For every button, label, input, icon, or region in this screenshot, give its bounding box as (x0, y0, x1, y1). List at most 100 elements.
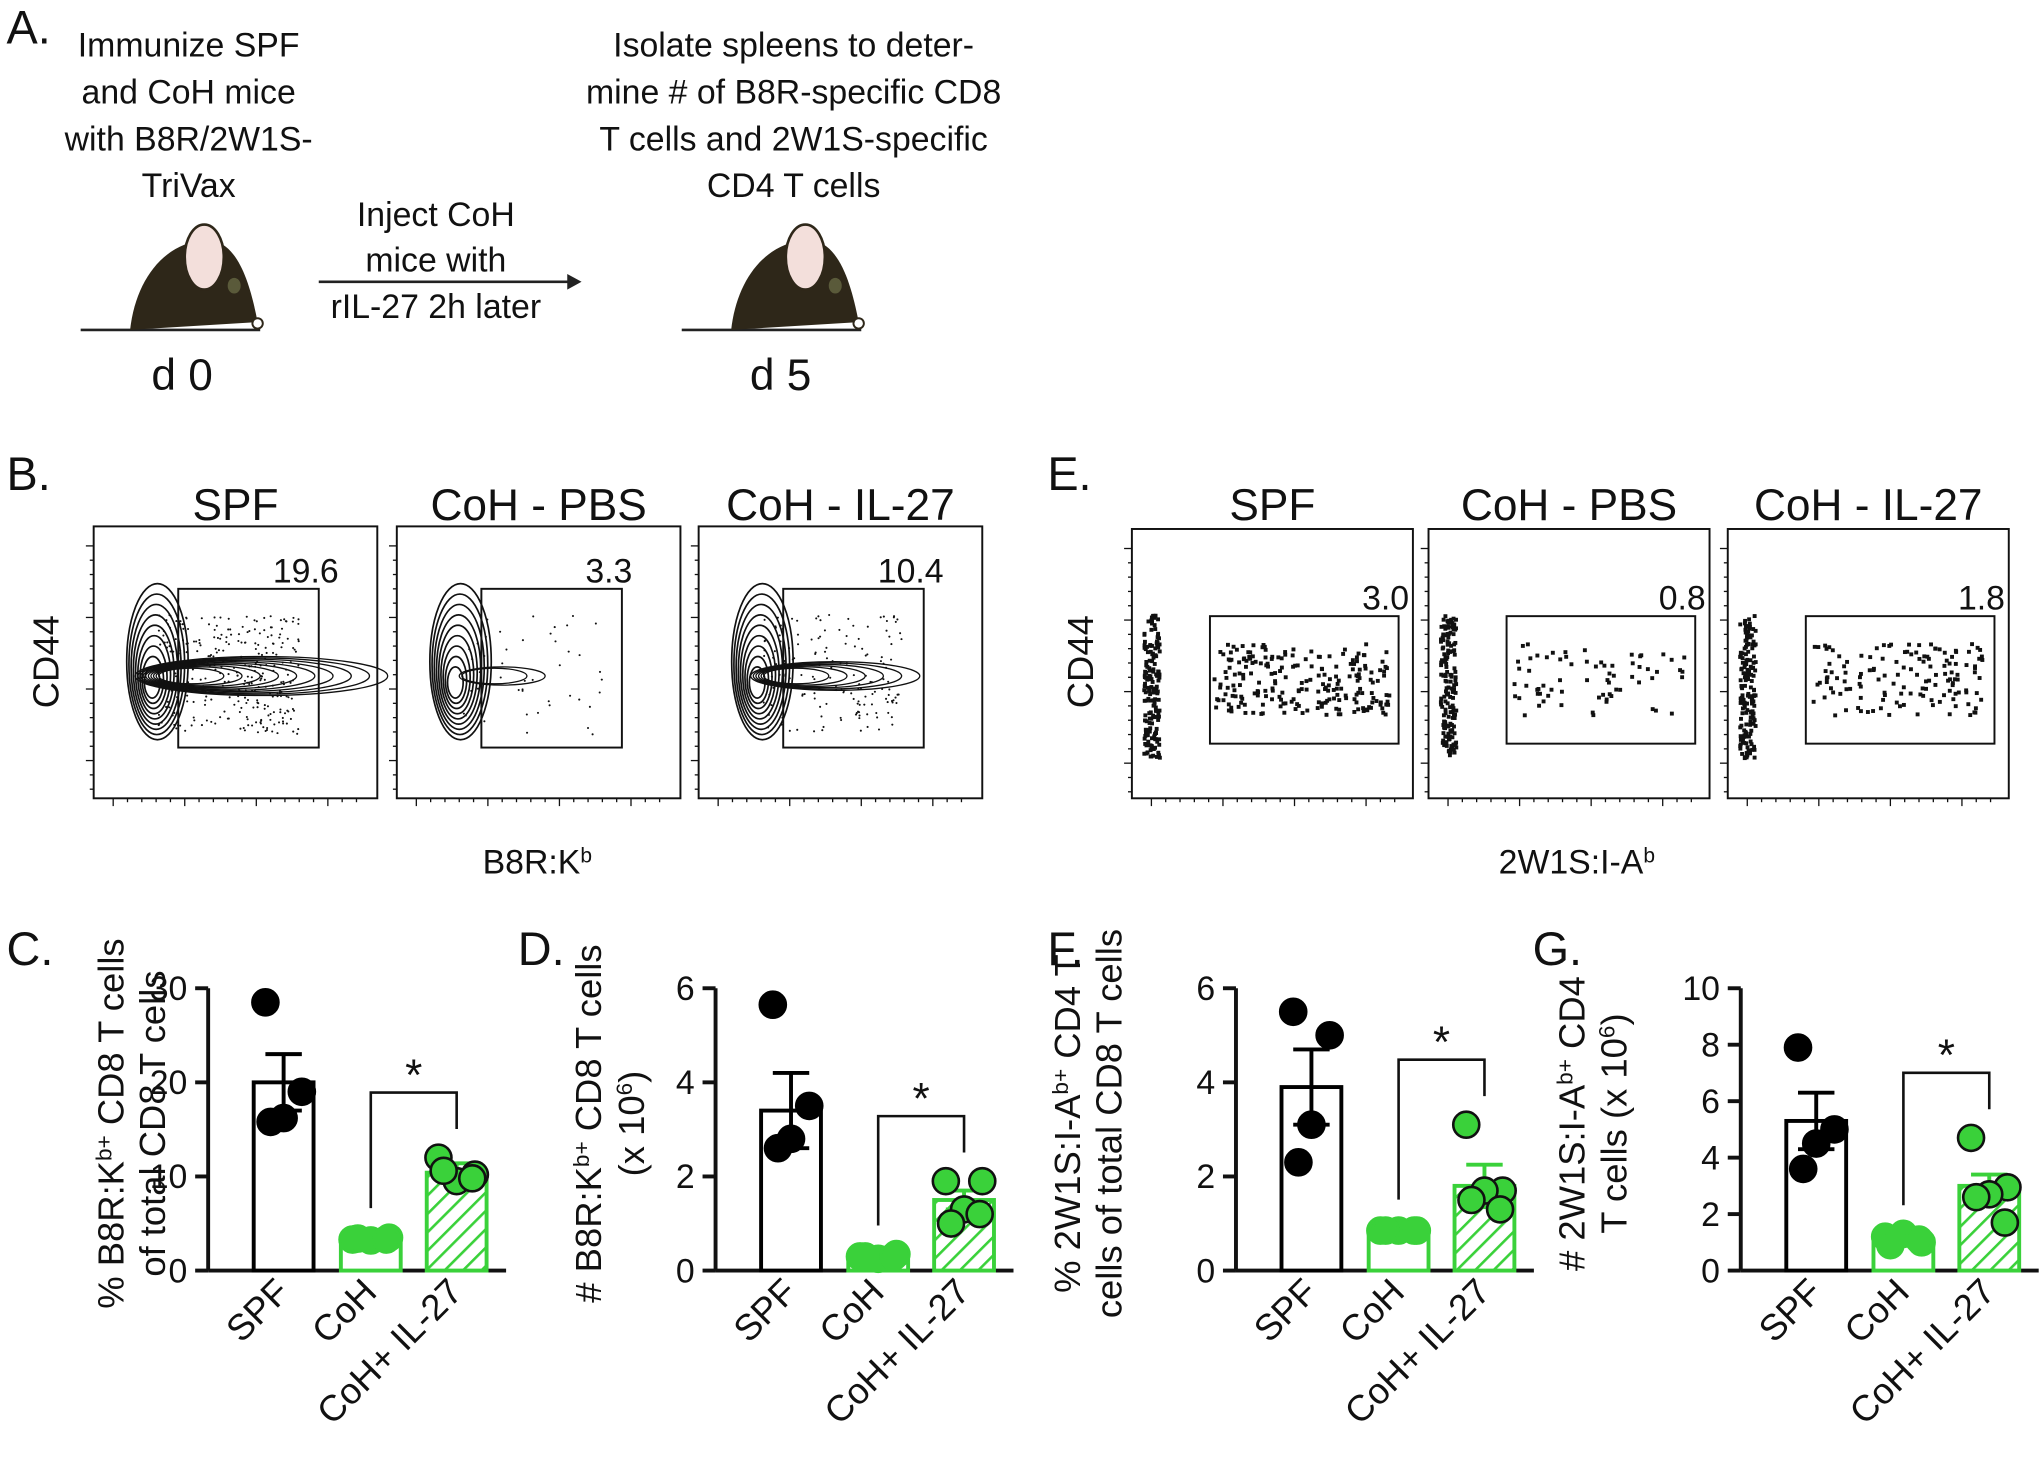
event (203, 703, 207, 706)
event (882, 662, 885, 665)
event (598, 691, 601, 694)
event (772, 686, 775, 689)
event (1239, 694, 1244, 699)
event (157, 629, 160, 632)
event (240, 641, 243, 644)
event (1383, 664, 1388, 669)
event (1738, 746, 1743, 751)
label-part: cells of total CD8 T cells (1088, 929, 1129, 1318)
event (1439, 624, 1444, 629)
event (227, 680, 230, 683)
event (1442, 694, 1447, 699)
data-point (1990, 1208, 2020, 1237)
event (870, 703, 873, 706)
event (1630, 661, 1635, 666)
event (1569, 662, 1574, 667)
event (1338, 712, 1343, 717)
event (768, 667, 771, 670)
event (257, 652, 260, 655)
event (852, 674, 855, 677)
event (1375, 678, 1380, 683)
event (1370, 700, 1375, 705)
event (286, 637, 289, 640)
event (483, 654, 486, 658)
contour (442, 645, 472, 710)
event (825, 646, 828, 649)
label-part: T cells (x 10 (1593, 1038, 1634, 1234)
event (200, 617, 203, 620)
event (195, 640, 198, 643)
event (1250, 661, 1255, 665)
event (897, 693, 900, 696)
event (213, 663, 216, 666)
y-tick-label: 6 (1196, 970, 1215, 1008)
event (548, 704, 551, 707)
event (1445, 701, 1450, 706)
event (1445, 655, 1450, 660)
event (773, 681, 777, 684)
event (1752, 755, 1757, 760)
event (842, 689, 846, 692)
event (1844, 708, 1848, 713)
event (1899, 691, 1904, 696)
event (1282, 710, 1287, 715)
cell-events (1142, 613, 1392, 760)
data-point (758, 990, 788, 1020)
gate (1208, 615, 1400, 745)
event (289, 661, 292, 664)
event (1742, 733, 1747, 738)
event (1147, 688, 1152, 693)
event (1739, 667, 1744, 672)
event (1748, 685, 1753, 690)
event (578, 698, 581, 701)
event (1743, 618, 1747, 623)
event (237, 639, 240, 643)
event (200, 724, 203, 727)
event (1446, 648, 1451, 653)
event (1153, 708, 1158, 713)
event (1232, 672, 1237, 677)
event (210, 698, 213, 701)
event (246, 718, 249, 721)
event (888, 635, 891, 638)
event (1454, 708, 1459, 713)
event (244, 689, 247, 692)
event (1858, 684, 1863, 689)
event (227, 673, 230, 676)
event (1815, 682, 1820, 687)
event (237, 700, 240, 703)
step-text: Inject CoH (357, 196, 515, 234)
event (1922, 654, 1927, 659)
event (813, 692, 816, 695)
event (778, 634, 781, 637)
event (1335, 681, 1340, 686)
contour (741, 634, 777, 715)
event (1451, 687, 1456, 692)
event (286, 709, 289, 712)
event (1740, 711, 1745, 716)
event (1316, 689, 1321, 694)
event (1443, 707, 1448, 712)
event (250, 676, 253, 679)
event (1753, 724, 1758, 728)
event (1244, 658, 1249, 663)
event (1744, 658, 1749, 663)
event (1148, 698, 1153, 703)
event (265, 664, 268, 667)
event (896, 618, 899, 621)
superscript: b+ (1552, 1059, 1577, 1085)
event (280, 690, 283, 693)
event (280, 627, 284, 630)
event (1914, 650, 1919, 655)
contour (739, 624, 780, 720)
event (1549, 687, 1554, 692)
event (260, 653, 264, 656)
event (1291, 647, 1296, 652)
event (1894, 700, 1899, 705)
event (1452, 716, 1457, 720)
event (1443, 672, 1448, 677)
event (1243, 664, 1248, 669)
event (1445, 632, 1450, 636)
event (1744, 710, 1749, 715)
event (501, 662, 504, 665)
